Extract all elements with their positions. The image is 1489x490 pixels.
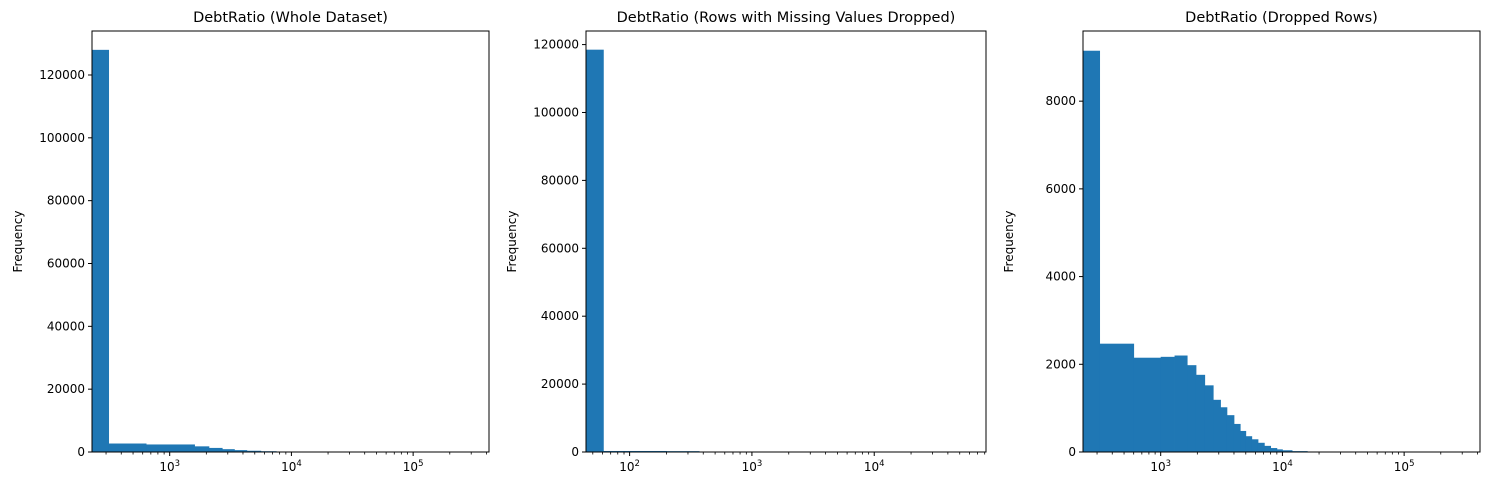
histogram-bar — [1240, 430, 1247, 452]
histogram-bar — [1099, 343, 1135, 452]
x-tick-label: 105 — [1394, 459, 1415, 474]
y-tick-label: 40000 — [541, 309, 579, 323]
y-tick-label: 60000 — [47, 256, 85, 270]
y-axis-label: Frequency — [11, 211, 25, 273]
y-tick-label: 0 — [1068, 445, 1076, 459]
y-tick-label: 20000 — [47, 382, 85, 396]
x-tick-label: 104 — [281, 459, 302, 474]
histogram-bar — [1204, 385, 1214, 452]
axes-frame — [585, 30, 987, 453]
histogram-bar — [194, 446, 210, 452]
panel-whole-dataset: DebtRatio (Whole Dataset) Frequency 0 200… — [11, 10, 490, 474]
panel-dropped-rows: DebtRatio (Dropped Rows) Frequency 0 2000… — [1002, 10, 1481, 474]
x-tick-label: 105 — [403, 459, 424, 474]
histogram-bar — [586, 49, 604, 452]
x-tick-label: 103 — [159, 459, 180, 474]
histogram-bar — [92, 49, 110, 453]
axes-frame — [1082, 30, 1481, 453]
histogram-bar — [1251, 439, 1259, 452]
y-tick-label: 0 — [571, 445, 579, 459]
bars — [586, 49, 970, 453]
y-tick-label: 0 — [77, 445, 85, 459]
y-tick-label: 80000 — [541, 173, 579, 187]
y-tick-label: 120000 — [533, 38, 579, 52]
histogram-bar — [1282, 450, 1293, 452]
histogram-bar — [1270, 448, 1278, 452]
histogram-bar — [108, 443, 147, 452]
panel-title: DebtRatio (Whole Dataset) — [193, 10, 388, 26]
y-tick-label: 120000 — [39, 68, 85, 82]
bars — [92, 49, 477, 453]
bars — [1083, 50, 1468, 453]
panel-missing-dropped: DebtRatio (Rows with Missing Values Drop… — [505, 10, 987, 474]
histogram-bar — [1220, 407, 1228, 452]
histogram-bar — [222, 449, 235, 452]
x-tick-label: 103 — [1150, 459, 1171, 474]
histogram-bar — [1233, 423, 1241, 452]
x-tick-label: 104 — [1272, 459, 1293, 474]
y-tick-label: 4000 — [1045, 270, 1076, 284]
histogram-bar — [603, 450, 667, 452]
y-tick-label: 6000 — [1045, 182, 1076, 196]
x-tick-label: 104 — [864, 459, 885, 474]
y-tick-label: 8000 — [1045, 94, 1076, 108]
y-tick-label: 60000 — [541, 241, 579, 255]
y-tick-label: 20000 — [541, 377, 579, 391]
histogram-bar — [1133, 357, 1162, 452]
histogram-bar — [146, 444, 195, 452]
y-tick-label: 100000 — [39, 131, 85, 145]
histogram-bar — [234, 450, 248, 452]
histogram-bar — [1187, 365, 1197, 452]
x-tick-label: 103 — [742, 459, 763, 474]
y-tick-label: 80000 — [47, 194, 85, 208]
axes-frame — [91, 30, 490, 453]
y-tick-label: 100000 — [533, 105, 579, 119]
y-axis-label: Frequency — [505, 211, 519, 273]
panel-title: DebtRatio (Rows with Missing Values Drop… — [617, 10, 956, 26]
histogram-bar — [246, 450, 262, 452]
y-tick-label: 2000 — [1045, 357, 1076, 371]
histogram-bar — [1213, 399, 1221, 452]
panel-title: DebtRatio (Dropped Rows) — [1185, 10, 1378, 26]
histogram-bar — [1276, 449, 1283, 452]
y-axis-label: Frequency — [1002, 211, 1016, 273]
histogram-bar — [1245, 436, 1253, 452]
y-tick-label: 40000 — [47, 319, 85, 333]
x-tick-label: 102 — [619, 459, 640, 474]
histogram-bar — [1083, 50, 1101, 452]
histogram-bar — [208, 447, 223, 452]
histogram-bar — [1226, 415, 1235, 452]
histogram-bar — [1174, 355, 1188, 452]
histogram-bar — [1160, 356, 1175, 452]
histogram-bar — [1264, 445, 1272, 452]
histogram-bar — [1195, 374, 1206, 452]
histogram-bar — [1257, 442, 1265, 452]
